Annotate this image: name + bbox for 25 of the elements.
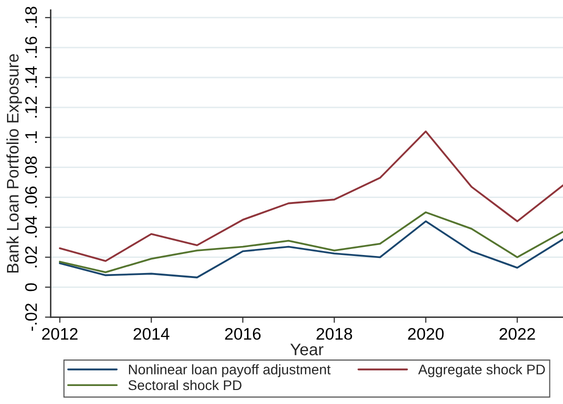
x-axis-title: Year [290, 344, 324, 356]
y-tick-label: .08 [25, 156, 37, 178]
y-tick-label: .12 [25, 96, 37, 118]
y-tick-label: .14 [25, 66, 37, 88]
y-tick-label: .02 [25, 246, 37, 268]
y-tick-label: .16 [25, 36, 37, 58]
x-tick-label: 2020 [408, 328, 444, 340]
y-tick-label: .18 [25, 6, 37, 28]
legend-label: Nonlinear loan payoff adjustment [128, 364, 331, 378]
x-tick-label: 2018 [316, 328, 352, 340]
legend-label: Sectoral shock PD [128, 380, 242, 390]
y-axis-title: Bank Loan Portfolio Exposure [6, 54, 22, 272]
line-series [58, 130, 563, 262]
line-series [58, 211, 563, 274]
x-tick-label: 2012 [42, 328, 78, 340]
y-tick-label: -.02 [25, 304, 37, 331]
line-series [58, 220, 563, 278]
x-tick-label: 2016 [225, 328, 261, 340]
y-tick-label: 0 [25, 283, 37, 292]
y-tick-label: .04 [25, 216, 37, 238]
legend-label: Aggregate shock PD [418, 364, 545, 378]
x-tick-label: 2014 [134, 328, 170, 340]
x-tick-label: 2022 [500, 328, 535, 340]
y-tick-label: .1 [25, 131, 37, 143]
y-tick-label: .06 [25, 186, 37, 208]
